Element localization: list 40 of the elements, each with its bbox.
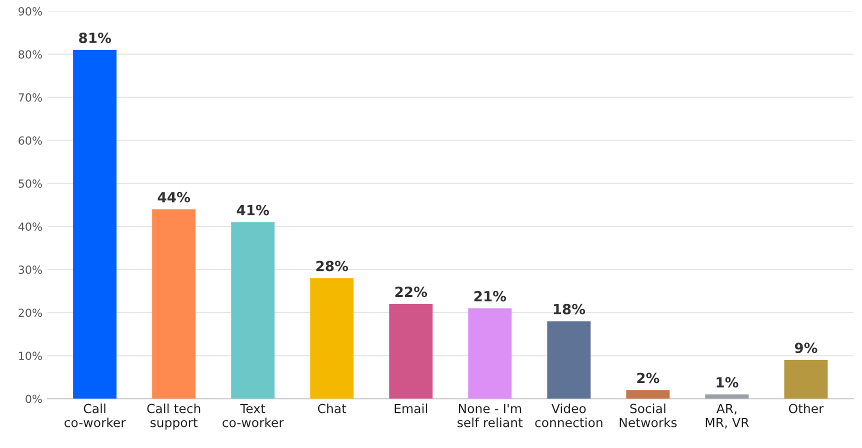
data-label: 9%: [794, 342, 818, 354]
data-label: 21%: [474, 290, 506, 302]
x-tick-label: Call co-worker: [64, 404, 126, 428]
bar: [547, 321, 591, 399]
bar: [389, 304, 433, 399]
x-tick-label: Text co-worker: [222, 404, 284, 428]
x-tick-label: Social Networks: [620, 404, 677, 428]
data-label: 28%: [316, 260, 348, 272]
y-tick-label: 20%: [18, 308, 42, 317]
y-tick-label: 30%: [18, 266, 42, 274]
y-tick-label: 60%: [18, 136, 42, 145]
x-tick-label: AR, MR, VR: [706, 404, 749, 429]
data-label: 18%: [554, 304, 586, 314]
x-tick-label: Email: [394, 404, 428, 414]
data-label: 41%: [236, 204, 270, 216]
data-label: 1%: [716, 377, 738, 388]
bar: [73, 50, 117, 399]
x-tick-label: Call tech support: [147, 404, 200, 430]
data-label: 2%: [637, 372, 660, 384]
bar: [784, 360, 828, 399]
y-tick-label: 40%: [18, 222, 42, 231]
y-tick-label: 10%: [19, 352, 42, 360]
y-tick-label: 50%: [18, 179, 42, 188]
data-label: 22%: [395, 286, 428, 298]
bar: [705, 394, 749, 399]
y-tick-label: 0%: [26, 394, 42, 404]
x-tick-label: Chat: [318, 404, 346, 414]
bar: [310, 278, 354, 399]
data-label: 81%: [79, 32, 111, 44]
data-label: 44%: [158, 192, 190, 202]
y-tick-label: 90%: [18, 7, 42, 16]
y-tick-label: 70%: [18, 93, 42, 102]
x-tick-label: None - I'm self reliant: [458, 404, 523, 428]
bar: [231, 222, 275, 399]
bar: [626, 390, 670, 399]
x-tick-label: Video connection: [535, 404, 602, 428]
y-tick-label: 80%: [18, 50, 42, 59]
bar: [468, 308, 512, 399]
x-tick-label: Other: [788, 404, 824, 414]
bar: [152, 209, 196, 399]
